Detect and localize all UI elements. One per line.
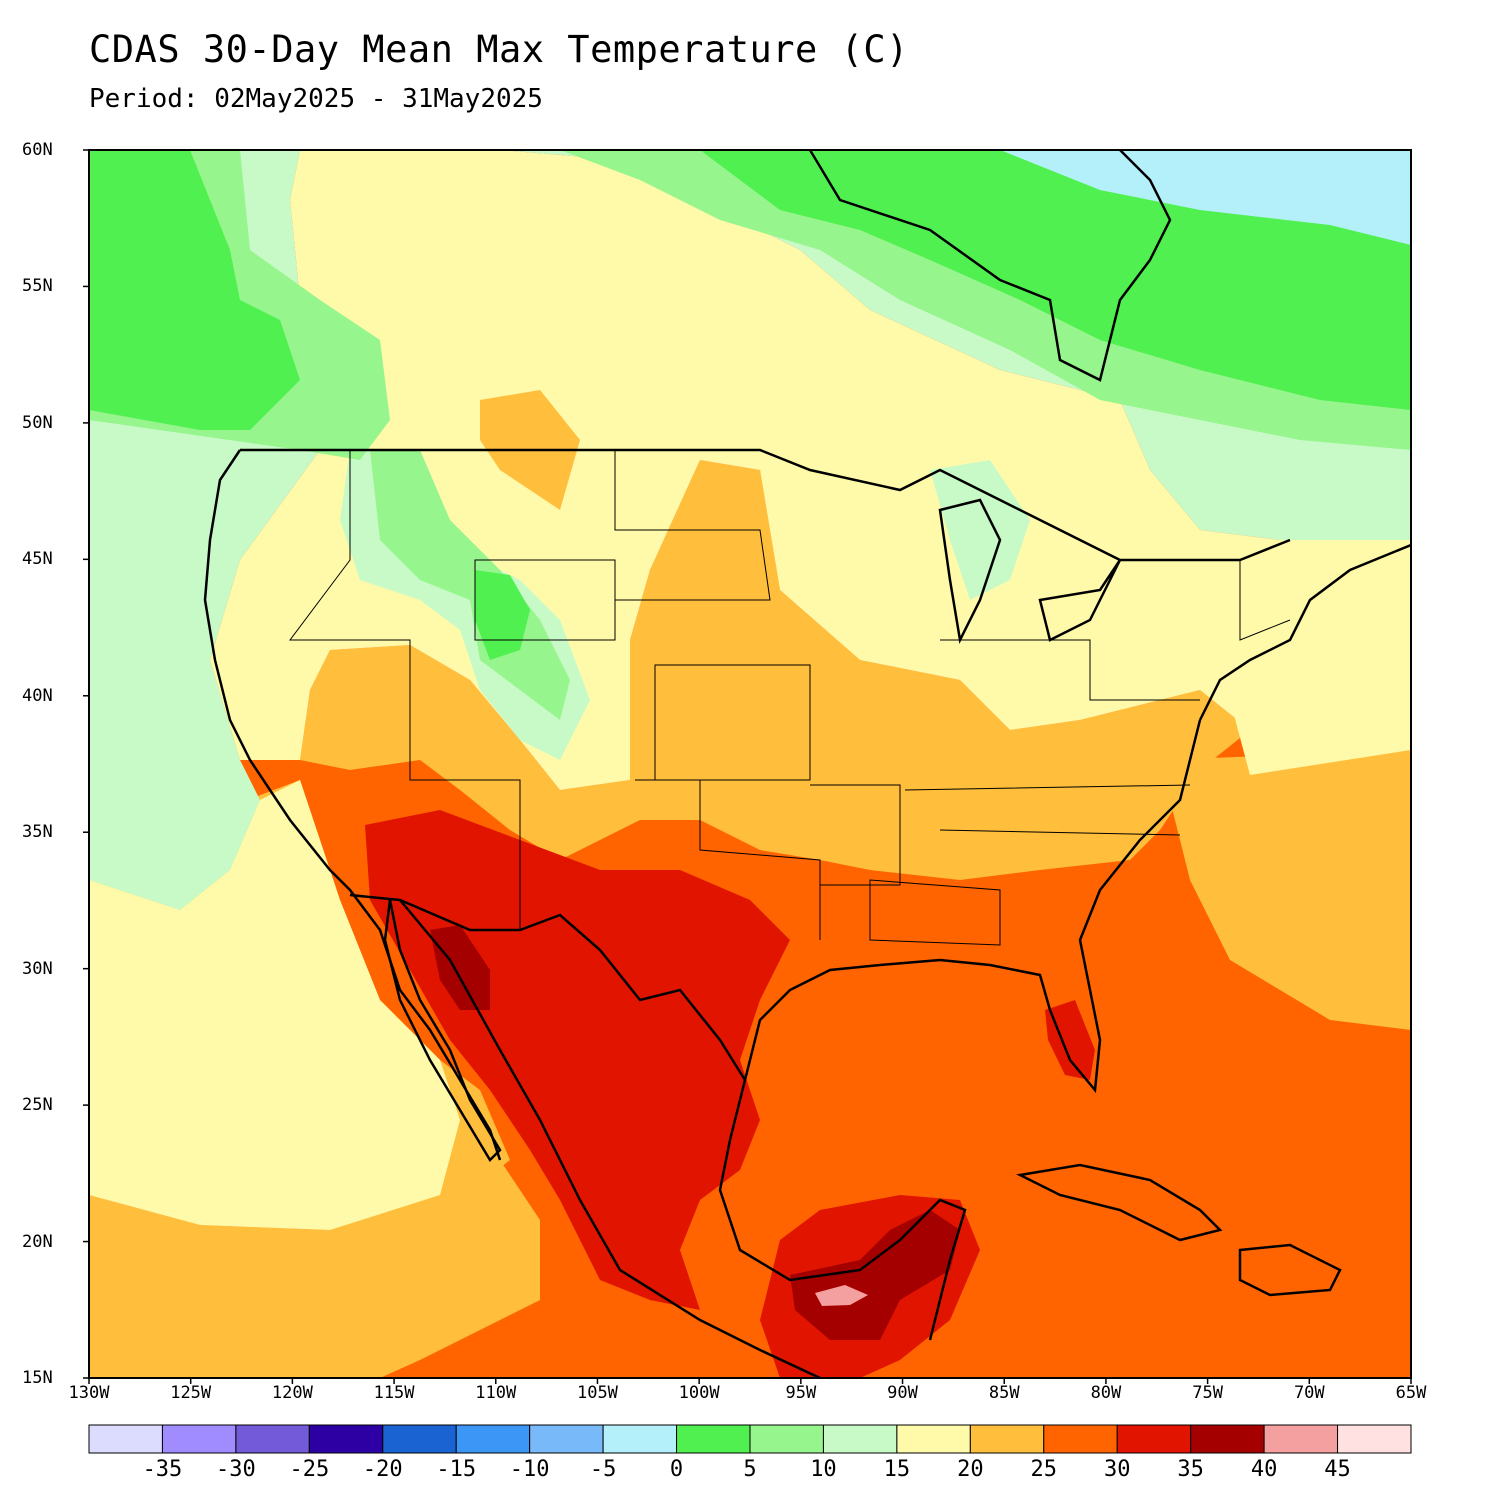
us-mexico-border	[349, 893, 747, 1081]
legend-label: -15	[436, 1457, 477, 1482]
cuba-outline	[1016, 1163, 1223, 1242]
lon-tick-label: 85W	[988, 1383, 1020, 1403]
temp-band-20-25-pacific	[89, 780, 460, 1230]
lon-tick-label: 120W	[271, 1383, 313, 1403]
temp-band-25-30-pacific	[89, 1160, 540, 1378]
pacific-coastline	[203, 449, 502, 1161]
chart-title: CDAS 30-Day Mean Max Temperature (C)	[89, 28, 909, 71]
temp-band-5-10-west	[89, 150, 300, 430]
legend-label: 15	[883, 1457, 911, 1482]
legend-label: 10	[810, 1457, 837, 1482]
axis-ticks	[83, 149, 1412, 1384]
mexico-gulf-coast	[718, 1079, 967, 1341]
legend-label: -35	[142, 1457, 183, 1482]
temp-band-40-45-chiapas	[790, 1210, 960, 1340]
baja-peninsula	[383, 899, 502, 1163]
temp-band-25-30-atlantic	[1160, 750, 1411, 1030]
coastline-layer	[203, 150, 1411, 1378]
temp-band-35-40-mexico	[365, 810, 790, 1310]
temp-band-10-15-rockies	[370, 450, 570, 720]
lon-tick-label: 115W	[373, 1383, 415, 1403]
lon-tick-label: 65W	[1395, 1383, 1427, 1403]
lon-tick-label: 110W	[475, 1383, 517, 1403]
lon-tick-label: 95W	[785, 1383, 817, 1403]
legend-label: 35	[1177, 1457, 1204, 1482]
lat-tick-label: 35N	[22, 822, 53, 843]
temp-band-40-45-sonora	[430, 925, 490, 1010]
lon-tick-label: 130W	[68, 1383, 110, 1403]
mexico-west-coast	[399, 899, 821, 1378]
hispaniola-outline	[1238, 1243, 1342, 1297]
east-coastline	[1198, 543, 1411, 721]
great-lakes	[938, 498, 1122, 644]
lat-tick-label: 15N	[22, 1368, 53, 1388]
legend-label: -20	[362, 1457, 403, 1482]
legend-label: 40	[1250, 1457, 1278, 1482]
legend-label: 20	[957, 1457, 984, 1482]
temperature-map	[83, 149, 1412, 1384]
lat-tick-label: 60N	[22, 140, 53, 160]
legend-label: -10	[509, 1457, 550, 1482]
map-frame	[88, 149, 1412, 1379]
lon-tick-label: 80W	[1090, 1383, 1122, 1403]
lon-tick-label: 100W	[678, 1383, 720, 1403]
lon-tick-label: 70W	[1293, 1383, 1325, 1403]
temp-band-0-5-hudson	[1000, 150, 1411, 245]
lon-tick-label: 125W	[170, 1383, 212, 1403]
lon-tick-label: 105W	[576, 1383, 618, 1403]
lon-tick-label: 75W	[1192, 1383, 1223, 1403]
temp-band-5-10-wy	[475, 570, 530, 660]
lon-tick-label: 90W	[887, 1383, 918, 1403]
legend-label: -25	[289, 1457, 330, 1482]
lat-tick-label: 20N	[22, 1231, 53, 1252]
hudson-bay-coast	[808, 150, 1172, 382]
temp-band-15-20-lakes	[930, 460, 1030, 600]
legend-label: 0	[669, 1457, 684, 1482]
temp-band-35-40-florida	[1045, 1000, 1095, 1080]
legend-label: -5	[589, 1457, 617, 1482]
temp-band-5-10-north	[700, 150, 1411, 410]
legend-label: 25	[1030, 1457, 1058, 1482]
legend-label: 45	[1324, 1457, 1351, 1482]
lat-tick-label: 50N	[22, 412, 53, 433]
lat-tick-label: 45N	[22, 549, 53, 570]
legend-label: -30	[216, 1457, 256, 1482]
temp-band-45-50-spot	[815, 1285, 868, 1306]
state-borders-layer	[289, 450, 1291, 946]
lat-tick-label: 55N	[22, 276, 53, 297]
temp-band-25-30-north	[300, 460, 1250, 880]
us-canada-border	[240, 448, 1291, 562]
gulf-coastline	[743, 719, 1202, 1094]
legend-label: 30	[1103, 1457, 1131, 1482]
period-subtitle: Period: 02May2025 - 31May2025	[89, 84, 543, 114]
temp-band-20-25-atlantic	[1230, 690, 1411, 775]
lat-tick-label: 40N	[22, 685, 53, 706]
lat-tick-label: 30N	[22, 958, 53, 979]
legend-label: 5	[743, 1457, 757, 1482]
lat-tick-label: 25N	[22, 1095, 53, 1116]
